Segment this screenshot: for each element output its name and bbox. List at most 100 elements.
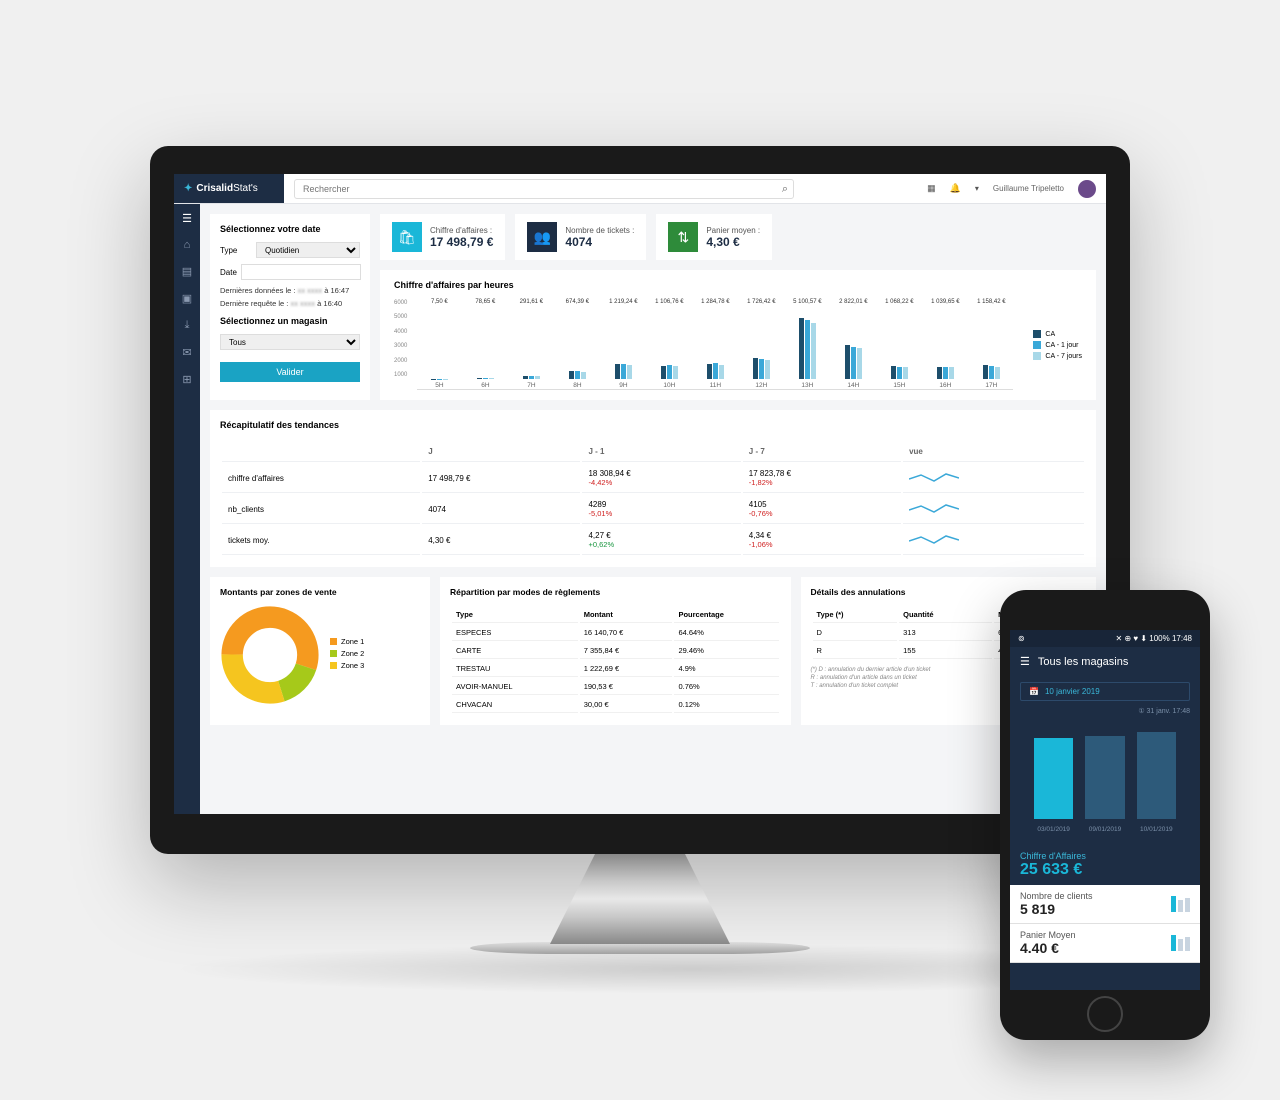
phone-bar: 03/01/2019 bbox=[1034, 738, 1073, 819]
chart-bars: 7,50 € 5H 78,65 € 6H 291,61 € 7H 674,39 … bbox=[417, 300, 1013, 390]
desktop-screen: ✦CrisalidStat's ⌕ ▦ 🔔 ▾ Guillaume Tripel… bbox=[174, 174, 1106, 814]
trends-table: JJ - 1J - 7vue chiffre d'affaires17 498,… bbox=[220, 440, 1086, 557]
kpi-card: 🛍 Chiffre d'affaires : 17 498,79 € bbox=[380, 214, 505, 260]
grid-icon[interactable]: ▦ bbox=[927, 183, 936, 194]
payment-row: TRESTAU1 222,69 €4.9% bbox=[452, 661, 779, 677]
hour-group: 1 068,22 € 15H bbox=[877, 299, 921, 389]
phone-timestamp: ① 31 janv. 17:48 bbox=[1010, 707, 1200, 715]
kpi-card: 👥 Nombre de tickets : 4074 bbox=[515, 214, 646, 260]
payments-table: TypeMontantPourcentageESPECES16 140,70 €… bbox=[450, 605, 781, 715]
trends-title: Récapitulatif des tendances bbox=[220, 420, 1086, 430]
payments-title: Répartition par modes de règlements bbox=[450, 587, 781, 597]
phone-bar: 10/01/2019 bbox=[1137, 732, 1176, 819]
donut-card: Montants par zones de vente Zone 1 Zone 2… bbox=[210, 577, 430, 725]
hourly-chart-panel: Chiffre d'affaires par heures 1000200030… bbox=[380, 270, 1096, 400]
phone-bar: 09/01/2019 bbox=[1085, 736, 1124, 819]
sidebar-item-settings[interactable]: ⊞ bbox=[182, 373, 191, 386]
hour-group: 1 284,78 € 11H bbox=[693, 299, 737, 389]
phone-metric-row[interactable]: Panier Moyen4.40 € bbox=[1010, 924, 1200, 963]
hour-group: 1 726,42 € 12H bbox=[739, 299, 783, 389]
avatar[interactable] bbox=[1078, 180, 1096, 198]
search-icon[interactable]: ⌕ bbox=[782, 183, 788, 196]
hour-group: 5 100,57 € 13H bbox=[785, 299, 829, 389]
kpi-label: Chiffre d'affaires : bbox=[430, 226, 493, 235]
last-query-label: Dernière requête le : bbox=[220, 299, 288, 308]
hour-group: 291,61 € 7H bbox=[509, 299, 553, 389]
bell-icon[interactable]: 🔔 bbox=[950, 183, 961, 194]
kpi-icon: ⇅ bbox=[668, 222, 698, 252]
phone-ca-value: 25 633 € bbox=[1020, 861, 1190, 879]
chart-legend: CA CA - 1 jour CA - 7 jours bbox=[1023, 300, 1082, 390]
kpi-label: Panier moyen : bbox=[706, 226, 760, 235]
topbar: ✦CrisalidStat's ⌕ ▦ 🔔 ▾ Guillaume Tripel… bbox=[174, 174, 1106, 204]
legend-item: CA bbox=[1033, 330, 1082, 338]
kpi-card: ⇅ Panier moyen : 4,30 € bbox=[656, 214, 772, 260]
payment-row: ESPECES16 140,70 €64.64% bbox=[452, 625, 779, 641]
chart-y-axis: 100020003000400050006000 bbox=[394, 300, 407, 390]
kpi-value: 4,30 € bbox=[706, 235, 760, 249]
payment-row: AVOIR-MANUEL190,53 €0.76% bbox=[452, 679, 779, 695]
validate-button[interactable]: Valider bbox=[220, 362, 360, 382]
hour-group: 78,65 € 6H bbox=[463, 299, 507, 389]
donut-legend-item: Zone 3 bbox=[330, 661, 364, 670]
phone-screen: ⊚ ✕ ⊕ ♥ ⬇ 100% 17:48 ☰ Tous les magasins… bbox=[1010, 630, 1200, 990]
phone-home-button[interactable] bbox=[1087, 996, 1123, 1032]
type-select[interactable]: Quotidien bbox=[256, 242, 360, 258]
donut-chart bbox=[220, 605, 320, 705]
hour-group: 674,39 € 8H bbox=[555, 299, 599, 389]
hour-group: 1 219,24 € 9H bbox=[601, 299, 645, 389]
sidebar-item-home[interactable]: ⌂ bbox=[184, 239, 191, 251]
legend-item: CA - 1 jour bbox=[1033, 341, 1082, 349]
hour-group: 1 106,76 € 10H bbox=[647, 299, 691, 389]
donut-legend-item: Zone 2 bbox=[330, 649, 364, 658]
phone-carrier-icon: ⊚ bbox=[1018, 634, 1025, 643]
type-label: Type bbox=[220, 246, 252, 255]
filter-date-title: Sélectionnez votre date bbox=[220, 224, 360, 234]
kpi-value: 17 498,79 € bbox=[430, 235, 493, 249]
kpi-row: 🛍 Chiffre d'affaires : 17 498,79 € 👥 Nom… bbox=[380, 214, 1096, 260]
phone-title: Tous les magasins bbox=[1038, 656, 1129, 668]
sidebar-item-stats[interactable]: ▣ bbox=[182, 292, 192, 305]
payment-row: CHVACAN30,00 €0.12% bbox=[452, 697, 779, 713]
sidebar-item-export[interactable]: ⤓ bbox=[185, 319, 190, 332]
kpi-label: Nombre de tickets : bbox=[565, 226, 634, 235]
sidebar-item-reports[interactable]: ▤ bbox=[182, 265, 192, 278]
hour-group: 2 822,01 € 14H bbox=[831, 299, 875, 389]
kpi-icon: 👥 bbox=[527, 222, 557, 252]
hour-group: 7,50 € 5H bbox=[417, 299, 461, 389]
phone-date-picker[interactable]: 📅 10 janvier 2019 bbox=[1020, 682, 1190, 701]
last-data-label: Dernières données le : bbox=[220, 286, 295, 295]
hour-group: 1 158,42 € 17H bbox=[969, 299, 1013, 389]
phone-ca-block: Chiffre d'Affaires 25 633 € bbox=[1010, 843, 1200, 885]
sidebar: ☰ ⌂ ▤ ▣ ⤓ ✉ ⊞ bbox=[174, 204, 200, 814]
trends-row: tickets moy.4,30 € 4,27 €+0,62% 4,34 €-1… bbox=[222, 526, 1084, 555]
trends-panel: Récapitulatif des tendances JJ - 1J - 7v… bbox=[210, 410, 1096, 567]
chevron-down-icon[interactable]: ▾ bbox=[975, 184, 979, 193]
phone-header: ☰ Tous les magasins bbox=[1010, 647, 1200, 676]
phone-ca-label: Chiffre d'Affaires bbox=[1020, 851, 1190, 861]
donut-legend: Zone 1 Zone 2 Zone 3 bbox=[330, 637, 364, 673]
menu-icon[interactable]: ☰ bbox=[1020, 655, 1030, 668]
payment-row: CARTE7 355,84 €29.46% bbox=[452, 643, 779, 659]
kpi-value: 4074 bbox=[565, 235, 634, 249]
brand-logo[interactable]: ✦CrisalidStat's bbox=[174, 174, 284, 203]
hourly-chart-title: Chiffre d'affaires par heures bbox=[394, 280, 1082, 290]
legend-item: CA - 7 jours bbox=[1033, 352, 1082, 360]
trends-row: nb_clients4074 4289-5,01% 4105-0,76% bbox=[222, 495, 1084, 524]
user-name: Guillaume Tripeletto bbox=[993, 184, 1064, 193]
kpi-icon: 🛍 bbox=[392, 222, 422, 252]
store-select[interactable]: Tous bbox=[220, 334, 360, 350]
trends-row: chiffre d'affaires17 498,79 € 18 308,94 … bbox=[222, 464, 1084, 493]
phone-status-bar: ⊚ ✕ ⊕ ♥ ⬇ 100% 17:48 bbox=[1010, 630, 1200, 647]
sidebar-item-chat[interactable]: ✉ bbox=[182, 346, 191, 359]
search-input[interactable] bbox=[294, 179, 794, 199]
donut-legend-item: Zone 1 bbox=[330, 637, 364, 646]
date-label: Date bbox=[220, 268, 237, 277]
phone-metric-row[interactable]: Nombre de clients5 819 bbox=[1010, 885, 1200, 924]
donut-title: Montants par zones de vente bbox=[220, 587, 420, 597]
date-input[interactable] bbox=[241, 264, 361, 280]
hour-group: 1 039,65 € 16H bbox=[923, 299, 967, 389]
sidebar-item-menu[interactable]: ☰ bbox=[182, 212, 192, 225]
filter-panel: Sélectionnez votre date Type Quotidien Da… bbox=[210, 214, 370, 400]
calendar-icon: 📅 bbox=[1029, 687, 1039, 696]
